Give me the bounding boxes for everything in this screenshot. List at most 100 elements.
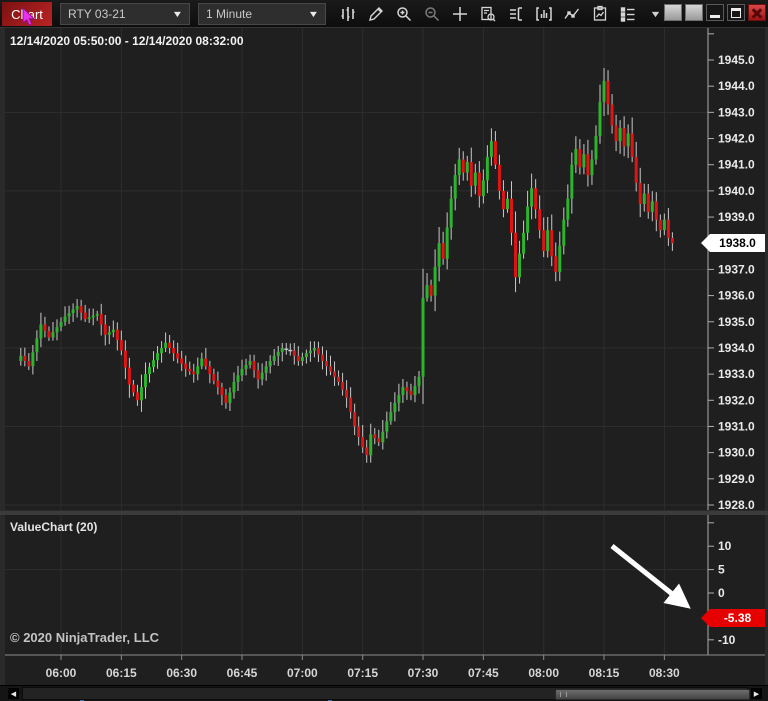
more-tools-button[interactable]: ▼ [642, 2, 669, 26]
chart-canvas[interactable]: 1945.0 1944.0 1943.0 1942.0 1941.0 1940.0 1939… [0, 28, 768, 685]
candle-body [469, 162, 473, 186]
time-axis-label: 06:15 [106, 666, 137, 680]
candle-body [39, 324, 43, 339]
data-box-button[interactable] [474, 2, 501, 26]
candle-body [308, 350, 312, 354]
properties-button[interactable] [614, 2, 641, 26]
window-buttons [664, 4, 766, 21]
price-axis-label: 1942.0 [718, 132, 755, 146]
scroll-right-button[interactable]: ▶ [751, 688, 762, 699]
candle-body [244, 364, 248, 369]
candle-body [300, 357, 304, 362]
price-axis-label: 1928.0 [718, 498, 755, 512]
candle-body [216, 380, 220, 388]
candle-body [248, 361, 252, 365]
candle-body [425, 285, 429, 299]
candle-body [196, 366, 200, 375]
strategies-button[interactable] [558, 2, 585, 26]
zoom-out-button[interactable] [418, 2, 445, 26]
candle-body [123, 350, 127, 368]
chart-trader-button[interactable] [502, 2, 529, 26]
candle-body [449, 198, 453, 228]
scrollbar-thumb[interactable] [555, 689, 750, 700]
candle-body [83, 312, 87, 320]
candle-body [341, 381, 345, 390]
candle-body [622, 128, 626, 147]
price-axis-label: 1941.0 [718, 158, 755, 172]
date-range-label: 12/14/2020 05:50:00 - 12/14/2020 08:32:0… [10, 34, 244, 48]
candle-body [441, 243, 445, 259]
price-axis-label: 1940.0 [718, 184, 755, 198]
candle-body [586, 154, 590, 176]
candle-body [115, 329, 119, 341]
candle-body [578, 148, 582, 168]
candle-body [522, 232, 526, 254]
candle-body [272, 355, 276, 362]
candle-body [95, 313, 99, 316]
candle-body [184, 363, 188, 369]
toolbar-icons: ▼ [334, 2, 669, 26]
close-button[interactable] [748, 4, 766, 21]
candle-body [220, 387, 224, 396]
candle-body [421, 298, 425, 377]
candle-body [316, 347, 320, 355]
scroll-left-button[interactable]: ◀ [8, 688, 19, 699]
candle-body [252, 361, 256, 371]
price-axis-label: 1935.0 [718, 315, 755, 329]
chart-trader-icon [509, 7, 522, 21]
price-bars-button[interactable] [334, 2, 361, 26]
candle-body [204, 358, 208, 367]
zoom-in-button[interactable] [390, 2, 417, 26]
candle-body [642, 193, 646, 204]
candle-body [453, 175, 457, 199]
candle-body [333, 371, 337, 377]
panel-divider[interactable] [0, 510, 768, 515]
candle-body [345, 389, 349, 398]
candle-body [670, 237, 674, 244]
window-blank-button-2[interactable] [685, 4, 703, 21]
time-axis-label: 07:45 [468, 666, 499, 680]
candle-body [75, 306, 79, 310]
candle-body [590, 159, 594, 176]
candle-body [63, 316, 67, 322]
candle-body [212, 374, 216, 381]
interval-dropdown[interactable]: 1 Minute ▼ [198, 3, 326, 25]
candle-body [320, 354, 324, 362]
maximize-button[interactable] [727, 4, 745, 21]
snapshot-button[interactable] [586, 2, 613, 26]
candle-body [429, 285, 433, 296]
chevron-down-icon: ▼ [307, 9, 320, 19]
candle-body [280, 347, 284, 352]
zoom-in-icon [396, 7, 411, 22]
scrollbar-track[interactable] [22, 687, 750, 700]
window-left-border [0, 28, 5, 701]
annotation-arrow[interactable] [610, 544, 691, 609]
candle-body [654, 201, 658, 220]
candle-body [574, 148, 578, 165]
candle-body [473, 172, 477, 186]
indicators-button[interactable] [530, 2, 557, 26]
interval-dropdown-value: 1 Minute [206, 7, 253, 21]
drawing-tools-button[interactable] [362, 2, 389, 26]
crosshair-button[interactable] [446, 2, 473, 26]
candle-body [59, 321, 63, 327]
candle-body [481, 180, 485, 197]
window-blank-button-1[interactable] [664, 4, 682, 21]
candle-body [353, 412, 357, 427]
price-axis-label: 1932.0 [718, 393, 755, 407]
instrument-dropdown[interactable]: RTY 03-21 ▼ [60, 3, 190, 25]
minimize-button[interactable] [706, 4, 724, 21]
candle-body [433, 266, 437, 296]
candle-body [437, 243, 441, 267]
candle-body [192, 371, 196, 375]
candle-body [156, 353, 160, 361]
time-axis-label: 08:00 [528, 666, 559, 680]
candle-body [530, 188, 534, 207]
candle-body [47, 330, 51, 338]
candle-body [445, 227, 449, 259]
price-axis-label: 1933.0 [718, 367, 755, 381]
candle-body [614, 125, 618, 142]
candle-body [510, 198, 514, 233]
candle-body [324, 361, 328, 367]
time-axis-label: 06:00 [46, 666, 77, 680]
